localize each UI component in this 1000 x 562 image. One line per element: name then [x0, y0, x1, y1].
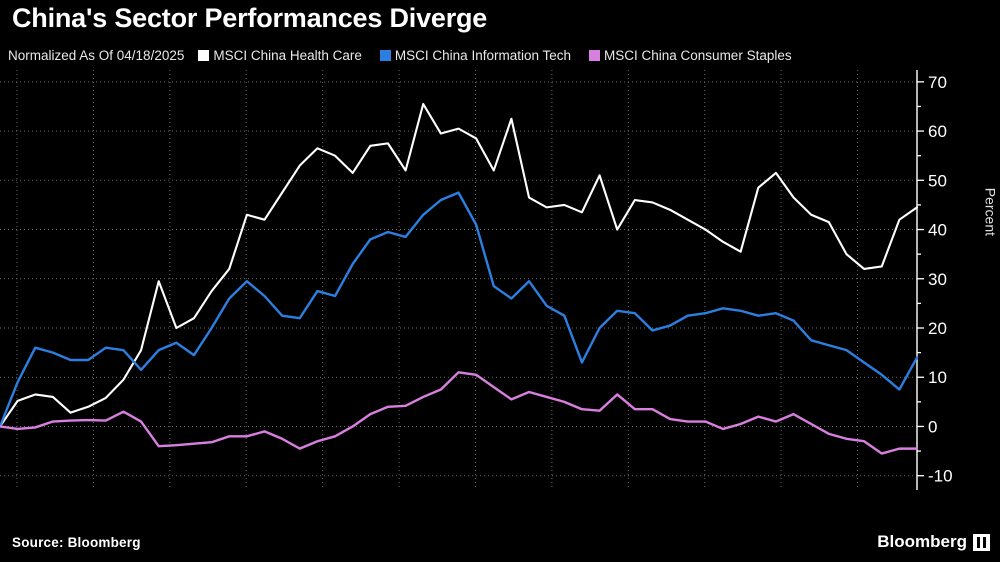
y-axis-title: Percent: [982, 187, 998, 236]
legend-item-information-tech[interactable]: MSCI China Information Tech: [379, 48, 572, 63]
y-tick-label: -10: [928, 467, 953, 486]
legend-item-consumer-staples[interactable]: MSCI China Consumer Staples: [589, 48, 792, 63]
y-tick-label: 20: [928, 319, 947, 338]
legend-swatch-health-care: [198, 50, 210, 61]
y-tick-label: 10: [928, 368, 947, 387]
legend-swatch-information-tech: [379, 50, 391, 61]
series-line-msci-china-health-care: [0, 102, 919, 428]
legend-label-health-care: MSCI China Health Care: [213, 48, 362, 63]
legend-swatch-consumer-staples: [589, 50, 601, 61]
legend-label-information-tech: MSCI China Information Tech: [394, 48, 572, 63]
chart-plot-area: -10010203040506070AprMayJunJulAugSepOctN…: [0, 70, 1000, 490]
y-tick-label: 40: [928, 221, 947, 240]
page-title: China's Sector Performances Diverge: [12, 3, 488, 33]
bloomberg-brand: Bloomberg: [877, 532, 990, 552]
brand-wordmark: Bloomberg: [877, 532, 967, 551]
legend-label-consumer-staples: MSCI China Consumer Staples: [604, 48, 792, 63]
bloomberg-terminal-icon: [973, 533, 990, 551]
y-tick-label: 50: [928, 171, 947, 190]
y-tick-label: 0: [928, 417, 937, 436]
legend-normalized-note: Normalized As Of 04/18/2025: [8, 48, 185, 63]
y-tick-label: 70: [928, 73, 947, 92]
source-note: Source: Bloomberg: [12, 535, 141, 550]
chart-legend: Normalized As Of 04/18/2025 MSCI China H…: [8, 48, 810, 63]
legend-item-health-care[interactable]: MSCI China Health Care: [198, 48, 362, 63]
series-line-msci-china-consumer-staples: [0, 371, 919, 455]
series-line-msci-china-information-tech: [0, 191, 919, 428]
line-chart-svg: -10010203040506070AprMayJunJulAugSepOctN…: [0, 70, 953, 490]
y-tick-label: 30: [928, 270, 947, 289]
y-tick-label: 60: [928, 122, 947, 141]
